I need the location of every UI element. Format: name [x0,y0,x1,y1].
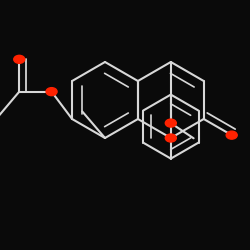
Ellipse shape [46,88,57,96]
Ellipse shape [14,55,25,63]
Ellipse shape [226,131,237,139]
Ellipse shape [165,134,176,142]
Ellipse shape [165,119,176,127]
